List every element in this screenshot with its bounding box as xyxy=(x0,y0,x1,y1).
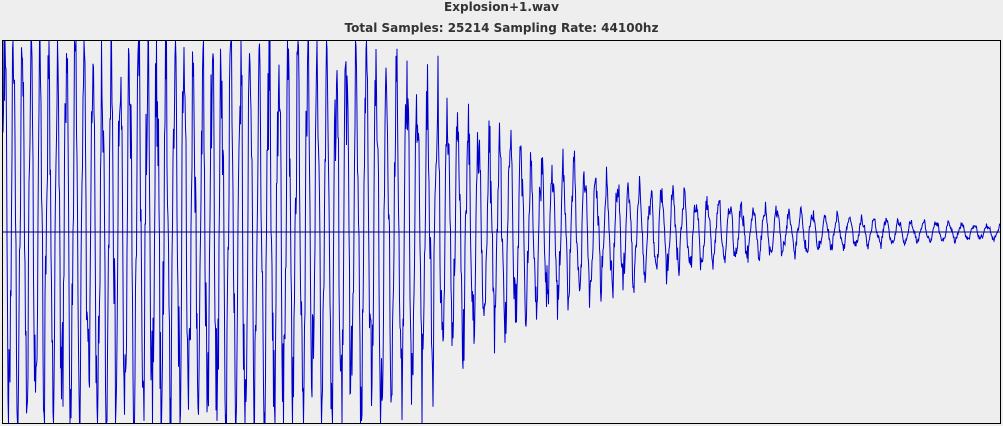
waveform-line xyxy=(3,41,1000,423)
file-title: Explosion+1.wav xyxy=(444,0,559,14)
sample-info-label: Total Samples: 25214 Sampling Rate: 4410… xyxy=(344,21,659,35)
waveform-plot xyxy=(3,41,1000,423)
waveform-panel xyxy=(2,40,1001,424)
